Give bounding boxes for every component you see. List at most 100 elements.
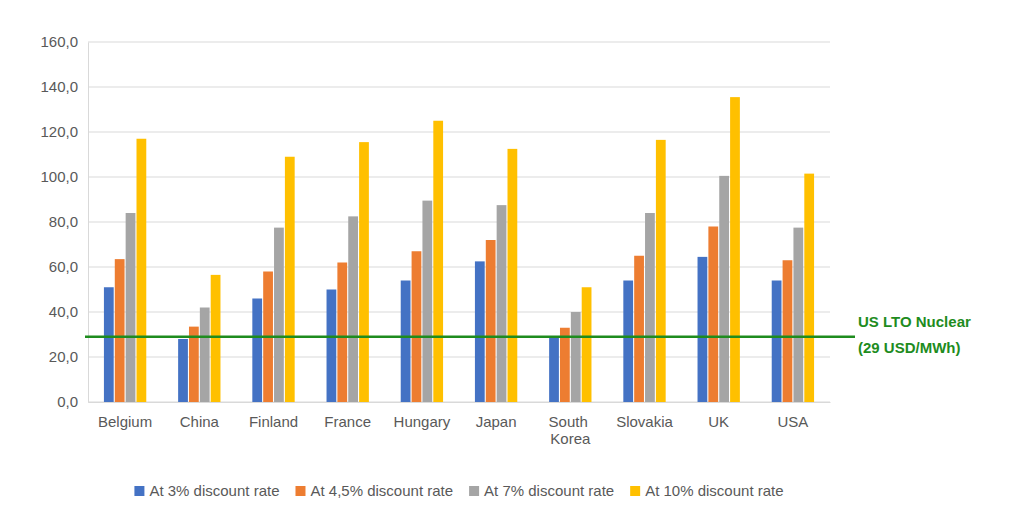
bar	[793, 228, 803, 402]
bar	[252, 299, 262, 403]
y-tick-label: 60,0	[49, 258, 78, 275]
bar	[645, 213, 655, 402]
y-tick: 0,0	[57, 393, 88, 410]
y-tick: 100,0	[40, 168, 88, 185]
y-tick: 80,0	[49, 213, 88, 230]
y-tick-label: 120,0	[40, 123, 78, 140]
bar	[126, 213, 136, 402]
bar	[804, 174, 814, 402]
bar	[115, 259, 125, 402]
y-tick: 160,0	[40, 33, 88, 50]
x-axis-line	[89, 402, 831, 403]
x-tick: Slovakia	[616, 402, 673, 430]
grid-line	[88, 87, 830, 88]
legend-swatch	[469, 486, 479, 496]
legend-swatch	[295, 486, 305, 496]
grid-line	[88, 357, 830, 358]
x-tick-label: UK	[708, 413, 729, 430]
y-tick-label: 40,0	[49, 303, 78, 320]
x-axis: Belgium China Finland France Hungary Japan Sou…	[89, 402, 831, 447]
x-tick: Finland	[249, 402, 298, 430]
grid-line	[88, 312, 830, 313]
bar	[708, 227, 718, 403]
y-tick-label: 0,0	[57, 393, 78, 410]
bars	[104, 97, 814, 402]
chart: 0,0 20,0 40,0 60,0 80,0 100,0 120,0 140,0 160,0 B…	[0, 0, 1024, 528]
legend-swatch	[134, 486, 144, 496]
y-axis: 0,0 20,0 40,0 60,0 80,0 100,0 120,0 140,0 160,0	[40, 33, 88, 410]
y-tick: 20,0	[49, 348, 88, 365]
bar	[337, 263, 347, 403]
bar	[571, 312, 581, 402]
x-tick-label: Finland	[249, 413, 298, 430]
y-tick: 40,0	[49, 303, 88, 320]
bar	[285, 157, 295, 402]
y-tick-label: 20,0	[49, 348, 78, 365]
grid-line	[88, 177, 830, 178]
y-tick: 60,0	[49, 258, 88, 275]
legend-item: At 7% discount rate	[469, 482, 614, 499]
x-tick: Hungary	[394, 402, 451, 430]
grid-line	[88, 402, 830, 403]
bar	[211, 275, 221, 402]
bar	[549, 338, 559, 402]
legend-item: At 4,5% discount rate	[295, 482, 453, 499]
legend-label: At 10% discount rate	[645, 482, 783, 499]
y-tick: 140,0	[40, 78, 88, 95]
bar	[178, 339, 188, 402]
bar	[274, 228, 284, 402]
bar	[508, 149, 518, 402]
bar	[412, 251, 422, 402]
bar	[137, 139, 147, 402]
bar	[623, 281, 633, 403]
x-tick-label: China	[180, 413, 220, 430]
reference-line	[85, 336, 855, 339]
x-tick: Belgium	[98, 402, 152, 430]
grid	[88, 42, 830, 402]
x-tick-label: Belgium	[98, 413, 152, 430]
reference: US LTO Nuclear(29 USD/MWh)	[85, 313, 971, 356]
bar	[783, 260, 793, 402]
bar	[422, 201, 432, 402]
y-tick-label: 100,0	[40, 168, 78, 185]
x-tick-label: Slovakia	[616, 413, 673, 430]
legend-item: At 3% discount rate	[134, 482, 279, 499]
bar-series	[137, 97, 815, 402]
bar	[359, 142, 369, 402]
x-tick: France	[324, 402, 371, 430]
grid-line	[88, 42, 830, 43]
bar	[560, 328, 570, 402]
x-tick: USA	[777, 402, 808, 430]
bar-series	[115, 227, 793, 403]
bar	[486, 240, 496, 402]
grid-line	[88, 222, 830, 223]
x-tick: South Korea	[549, 402, 592, 447]
y-tick-label: 160,0	[40, 33, 78, 50]
legend-label: At 7% discount rate	[484, 482, 614, 499]
bar	[582, 287, 592, 402]
bar	[634, 256, 644, 402]
x-tick-label: Japan	[476, 413, 517, 430]
x-tick: China	[180, 402, 220, 430]
legend-item: At 10% discount rate	[630, 482, 783, 499]
bar	[104, 287, 114, 402]
bar	[656, 140, 666, 402]
bar	[348, 216, 358, 402]
bar	[327, 290, 337, 403]
bar	[401, 281, 411, 403]
bar-series	[126, 176, 804, 402]
bar	[719, 176, 729, 402]
bar	[433, 121, 443, 402]
bar	[200, 308, 210, 403]
legend-label: At 3% discount rate	[149, 482, 279, 499]
y-tick-label: 80,0	[49, 213, 78, 230]
reference-label: US LTO Nuclear	[858, 313, 971, 330]
x-tick: Japan	[476, 402, 517, 430]
bar	[497, 205, 507, 402]
bar	[772, 281, 782, 403]
bar	[698, 257, 708, 402]
x-tick-label: France	[324, 413, 371, 430]
grid-line	[88, 132, 830, 133]
legend-swatch	[630, 486, 640, 496]
legend-label: At 4,5% discount rate	[310, 482, 453, 499]
